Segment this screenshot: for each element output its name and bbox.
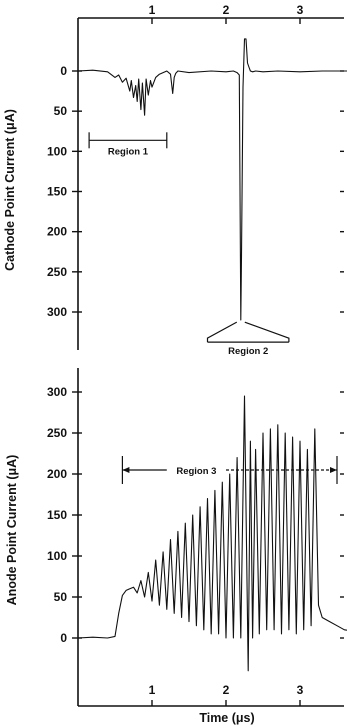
anode-x-tick-label: 1 xyxy=(149,683,156,697)
cathode-panel: 1 2 3 0 50 100 150 200 250 300 Cathode Point Cur… xyxy=(3,3,347,357)
cathode-current-trace xyxy=(77,38,347,321)
anode-y-tick-label: 0 xyxy=(60,631,67,645)
cathode-y-tick-label: 50 xyxy=(54,104,68,118)
anode-panel: 1 2 3 0 50 100 150 200 250 300 Anode Point Curre… xyxy=(5,368,347,725)
cathode-y-tick-label: 250 xyxy=(47,265,67,279)
cathode-y-tick-label: 150 xyxy=(47,185,67,199)
anode-y-ticks: 0 50 100 150 200 250 300 xyxy=(47,385,82,645)
cathode-y-tick-label: 0 xyxy=(60,64,67,78)
anode-x-ticks: 1 2 3 xyxy=(149,683,304,706)
cathode-y-tick-label: 200 xyxy=(47,225,67,239)
anode-annotations: Region 3 xyxy=(121,456,338,484)
anode-y-axis-title: Anode Point Current (μA) xyxy=(5,455,19,606)
anode-y-tick-label: 300 xyxy=(47,385,67,399)
anode-x-tick-label: 2 xyxy=(223,683,230,697)
region-3-right-arrowhead xyxy=(330,467,337,473)
anode-y-tick-label: 250 xyxy=(47,426,67,440)
region-2-bracket xyxy=(206,321,290,343)
cathode-y-ticks: 0 50 100 150 200 250 300 xyxy=(47,64,82,319)
anode-y-tick-label: 150 xyxy=(47,508,67,522)
anode-current-trace xyxy=(77,395,347,672)
anode-y-tick-label: 200 xyxy=(47,467,67,481)
cathode-y-tick-label: 300 xyxy=(47,305,67,319)
region-1-label: Region 1 xyxy=(108,146,149,157)
anode-y-tick-label: 100 xyxy=(47,549,67,563)
anode-y-tick-label: 50 xyxy=(54,590,68,604)
anode-x-tick-label: 3 xyxy=(297,683,304,697)
cathode-right-ticks xyxy=(340,70,344,313)
region-3-label: Region 3 xyxy=(176,466,216,477)
cathode-x-tick-label: 2 xyxy=(223,3,230,17)
region-2-label: Region 2 xyxy=(228,346,268,357)
anode-right-ticks xyxy=(340,391,344,639)
cathode-x-ticks: 1 2 3 xyxy=(149,3,304,24)
cathode-annotations: Region 1 Region 2 xyxy=(88,132,290,357)
cathode-x-tick-label: 1 xyxy=(149,3,156,17)
region-3-left-arrowhead xyxy=(122,467,130,473)
cathode-x-tick-label: 3 xyxy=(297,3,304,17)
cathode-y-tick-label: 100 xyxy=(47,144,67,158)
time-x-axis-title: Time (μs) xyxy=(199,711,254,725)
cathode-y-axis-title: Cathode Point Current (μA) xyxy=(3,109,17,271)
